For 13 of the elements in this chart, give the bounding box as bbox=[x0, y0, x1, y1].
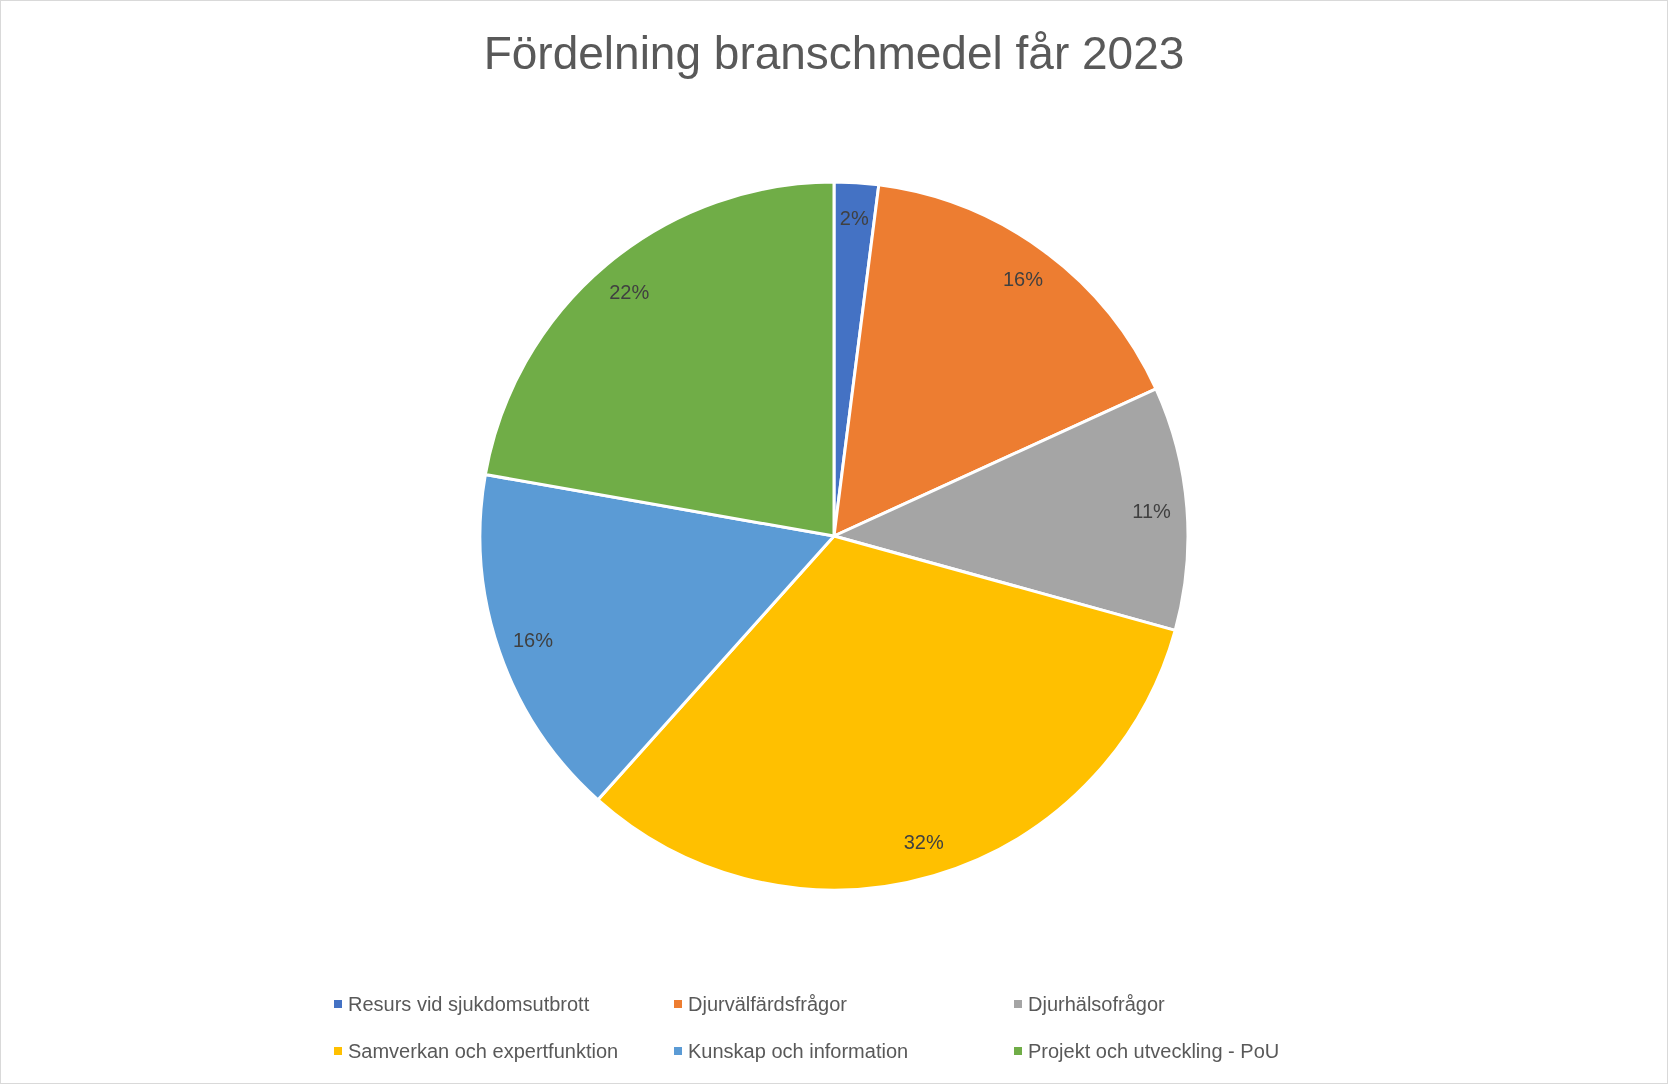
legend-label: Djurvälfärdsfrågor bbox=[688, 993, 848, 1015]
legend-label: Resurs vid sjukdomsutbrott bbox=[348, 993, 590, 1015]
legend-label: Djurhälsofrågor bbox=[1028, 993, 1166, 1015]
legend-label: Projekt och utveckling - PoU bbox=[1028, 1040, 1280, 1062]
data-label: 22% bbox=[609, 280, 650, 303]
data-label: 16% bbox=[512, 629, 554, 652]
chart-title: Fördelning branschmedel får 2023 bbox=[483, 27, 1185, 79]
legend-label: Samverkan och expertfunktion bbox=[348, 1040, 619, 1062]
data-label: 11% bbox=[1132, 499, 1172, 522]
data-label: 32% bbox=[903, 830, 944, 853]
data-label: 2% bbox=[839, 207, 869, 230]
legend-label: Kunskap och information bbox=[688, 1040, 909, 1062]
data-label: 16% bbox=[1002, 268, 1044, 291]
